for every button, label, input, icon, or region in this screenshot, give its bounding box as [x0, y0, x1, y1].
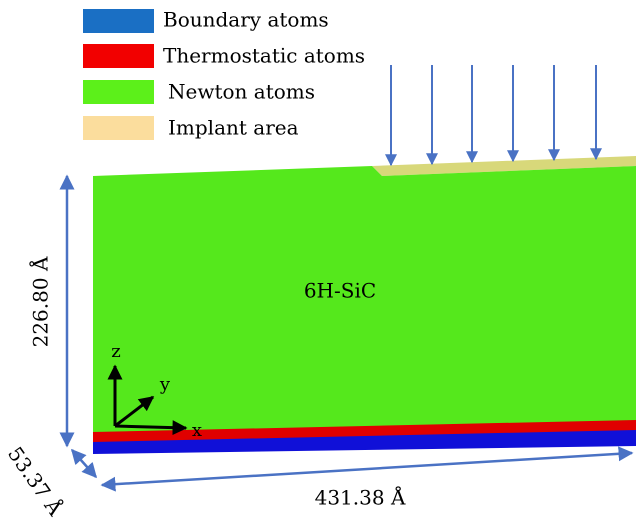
axis-label: z — [111, 341, 120, 362]
height-label: 226.80 Å — [28, 256, 53, 347]
thermostatic-layer — [93, 418, 636, 442]
legend-swatch — [83, 116, 154, 140]
legend-swatch — [83, 80, 154, 104]
legend-label: Implant area — [168, 116, 299, 140]
legend-label: Boundary atoms — [163, 8, 329, 32]
implant-arrows — [385, 65, 602, 167]
length-label: 431.38 Å — [315, 485, 406, 510]
depth-label: 53.37 Å — [3, 442, 69, 520]
legend-label: Newton atoms — [168, 80, 315, 104]
implant-area — [372, 156, 636, 176]
legend-swatch — [83, 44, 154, 68]
legend-swatch — [83, 9, 154, 33]
axis-label: y — [159, 374, 171, 395]
dimension-arrows — [59, 174, 634, 492]
axis-triad — [107, 364, 188, 436]
legend-label: Thermostatic atoms — [163, 44, 365, 68]
material-label: 6H-SiC — [304, 279, 376, 303]
newton-region — [93, 166, 636, 432]
axis-label: x — [192, 420, 202, 441]
